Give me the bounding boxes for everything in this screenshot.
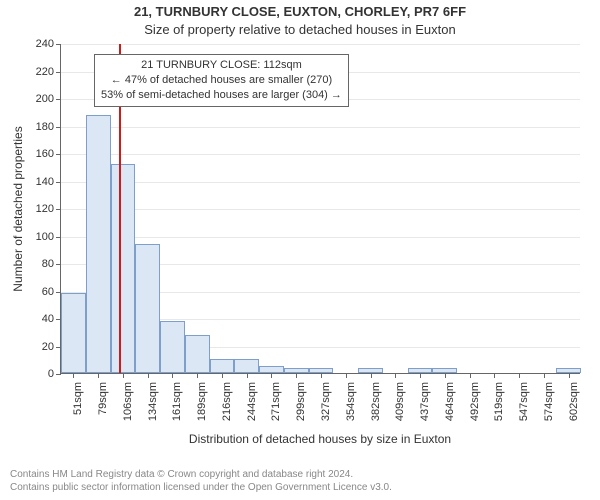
x-tick-mark <box>519 373 520 378</box>
x-tick-mark <box>569 373 570 378</box>
x-tick-mark <box>420 373 421 378</box>
chart-container: 21, TURNBURY CLOSE, EUXTON, CHORLEY, PR7… <box>0 0 600 500</box>
y-tick-label: 200 <box>0 93 54 105</box>
x-tick-mark <box>247 373 248 378</box>
y-tick-label: 180 <box>0 121 54 133</box>
chart-title-sub: Size of property relative to detached ho… <box>0 22 600 37</box>
gridline <box>61 44 580 45</box>
x-tick-mark <box>172 373 173 378</box>
gridline <box>61 237 580 238</box>
footer-attribution: Contains HM Land Registry data © Crown c… <box>10 468 392 494</box>
y-tick-mark <box>56 374 61 375</box>
y-tick-mark <box>56 237 61 238</box>
y-tick-mark <box>56 44 61 45</box>
footer-line1: Contains HM Land Registry data © Crown c… <box>10 468 392 481</box>
gridline <box>61 154 580 155</box>
x-tick-mark <box>470 373 471 378</box>
x-tick-mark <box>123 373 124 378</box>
y-tick-mark <box>56 154 61 155</box>
x-tick-mark <box>346 373 347 378</box>
x-tick-mark <box>271 373 272 378</box>
y-tick-mark <box>56 264 61 265</box>
x-tick-mark <box>544 373 545 378</box>
y-tick-label: 20 <box>0 341 54 353</box>
histogram-bar <box>210 359 235 373</box>
x-tick-mark <box>73 373 74 378</box>
annotation-box: 21 TURNBURY CLOSE: 112sqm ← 47% of detac… <box>94 54 349 107</box>
y-tick-mark <box>56 72 61 73</box>
y-tick-label: 140 <box>0 176 54 188</box>
footer-line2: Contains public sector information licen… <box>10 481 392 494</box>
histogram-bar <box>160 321 185 373</box>
histogram-bar <box>135 244 160 373</box>
y-tick-label: 80 <box>0 258 54 270</box>
gridline <box>61 209 580 210</box>
y-tick-label: 60 <box>0 286 54 298</box>
y-tick-label: 120 <box>0 203 54 215</box>
y-tick-mark <box>56 182 61 183</box>
x-tick-mark <box>98 373 99 378</box>
annotation-line2: ← 47% of detached houses are smaller (27… <box>101 73 342 88</box>
y-tick-mark <box>56 209 61 210</box>
annotation-line3: 53% of semi-detached houses are larger (… <box>101 88 342 103</box>
gridline <box>61 182 580 183</box>
y-tick-label: 0 <box>0 368 54 380</box>
annotation-line1: 21 TURNBURY CLOSE: 112sqm <box>101 58 342 73</box>
histogram-bar <box>86 115 111 374</box>
x-axis-title: Distribution of detached houses by size … <box>60 432 580 446</box>
x-tick-mark <box>296 373 297 378</box>
x-tick-mark <box>445 373 446 378</box>
y-tick-label: 220 <box>0 66 54 78</box>
histogram-bar <box>259 366 284 373</box>
x-tick-mark <box>321 373 322 378</box>
y-tick-label: 100 <box>0 231 54 243</box>
histogram-bar <box>185 335 210 374</box>
histogram-bar <box>61 293 86 373</box>
x-tick-mark <box>148 373 149 378</box>
x-tick-mark <box>395 373 396 378</box>
y-tick-mark <box>56 127 61 128</box>
histogram-bar <box>111 164 136 373</box>
x-tick-mark <box>371 373 372 378</box>
x-tick-mark <box>494 373 495 378</box>
gridline <box>61 127 580 128</box>
y-tick-label: 40 <box>0 313 54 325</box>
x-tick-mark <box>197 373 198 378</box>
chart-title-main: 21, TURNBURY CLOSE, EUXTON, CHORLEY, PR7… <box>0 4 600 19</box>
y-tick-mark <box>56 99 61 100</box>
y-tick-label: 160 <box>0 148 54 160</box>
y-tick-label: 240 <box>0 38 54 50</box>
histogram-bar <box>234 359 259 373</box>
x-tick-mark <box>222 373 223 378</box>
